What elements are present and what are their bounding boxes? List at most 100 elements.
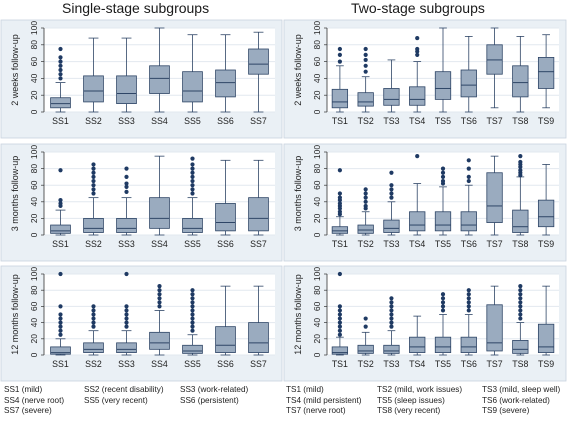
- x-tick-label: SS3: [118, 116, 135, 126]
- outlier-point: [518, 284, 523, 289]
- outlier-point: [58, 328, 63, 333]
- outlier-point: [440, 170, 446, 175]
- outlier-point: [518, 292, 523, 297]
- outlier-point: [91, 178, 96, 184]
- box-SS5: [182, 156, 203, 236]
- outlier-point: [124, 324, 129, 329]
- x-tick-label: SS7: [250, 239, 267, 249]
- x-tick-label: TS4: [409, 359, 425, 369]
- outlier-point: [58, 304, 63, 309]
- y-tick-label: 20: [29, 334, 39, 344]
- x-tick-label: TS5: [435, 116, 451, 126]
- box-iqr: [460, 336, 477, 353]
- outlier-point: [440, 296, 446, 301]
- box-SS5: [182, 34, 203, 113]
- box-iqr: [182, 217, 203, 233]
- x-tick-label: TS8: [512, 116, 528, 126]
- outlier-point: [389, 300, 394, 305]
- outlier-point: [337, 332, 342, 337]
- x-tick-label: TS8: [512, 359, 528, 369]
- panel-single-stage-3-months: 0 20 40 60 80 100 3 months follow-up SS1 SS2 SS3 S…: [0, 143, 283, 262]
- box-TS3: [383, 170, 400, 236]
- outlier-point: [415, 46, 420, 52]
- box-TS9: [537, 285, 555, 356]
- legend-entry-right: TS1 (mild): [286, 385, 324, 394]
- y-tick-label: 40: [312, 318, 322, 328]
- panel-single-stage-12-months: 0 20 40 60 80 100 12 months follow-up SS1 SS2 SS3…: [0, 265, 283, 382]
- legend-entry-left: SS4 (nerve root): [4, 395, 65, 405]
- box-SS7: [248, 285, 269, 356]
- box-iqr: [409, 211, 426, 232]
- x-tick-label: SS1: [52, 116, 69, 126]
- legend: SS1 (mild) SS2 (recent disability) SS3 (wo…: [0, 382, 567, 422]
- charts-svg: 0 20 40 60 80 100 2 weeks follow-up SS1 SS2 SS3 SS…: [0, 19, 567, 382]
- outlier-point: [363, 195, 368, 200]
- y-tick-label: 20: [29, 213, 39, 223]
- box-iqr: [116, 217, 137, 233]
- box-TS2: [357, 46, 374, 113]
- y-axis-label: 3 months follow-up: [10, 156, 20, 232]
- outlier-point: [363, 52, 368, 57]
- outlier-point: [58, 168, 63, 173]
- y-tick-label: 20: [29, 90, 39, 100]
- box-iqr: [331, 346, 349, 355]
- x-tick-label: SS1: [52, 359, 69, 369]
- legend-entry-right: TS2 (mild, work issues): [377, 385, 463, 394]
- outlier-point: [389, 191, 394, 196]
- outlier-point: [518, 168, 523, 173]
- y-tick-label: 100: [312, 21, 322, 35]
- outlier-point: [466, 300, 471, 305]
- outlier-point: [157, 284, 162, 289]
- outlier-point: [389, 324, 394, 329]
- legend-entry-right: TS5 (sleep issues): [377, 395, 445, 405]
- outlier-point: [337, 201, 342, 206]
- outlier-point: [91, 183, 96, 188]
- box-iqr: [357, 344, 374, 354]
- x-tick-label: TS5: [435, 359, 451, 369]
- box-SS7: [248, 159, 269, 236]
- outlier-point: [58, 63, 63, 68]
- outlier-point: [91, 166, 96, 171]
- box-TS5: [434, 292, 452, 356]
- legend-entry-right: TS3 (mild, sleep well): [482, 385, 561, 394]
- box-TS6: [460, 158, 477, 236]
- outlier-point: [415, 154, 420, 159]
- outlier-point: [91, 316, 96, 321]
- outlier-point: [440, 174, 446, 179]
- box-SS4: [149, 27, 170, 113]
- box-SS1: [50, 168, 71, 236]
- box-SS2: [83, 162, 104, 236]
- outlier-point: [518, 288, 523, 293]
- legend-entry-left: SS7 (severe): [4, 406, 52, 416]
- x-tick-label: TS3: [383, 116, 399, 126]
- outlier-point: [518, 159, 523, 165]
- y-tick-label: 100: [312, 145, 322, 159]
- legend-entry-left: SS6 (persistent): [180, 395, 239, 405]
- y-tick-label: 0: [312, 232, 322, 237]
- box-SS3: [116, 166, 137, 236]
- y-tick-label: 20: [312, 213, 322, 223]
- y-tick-label: 40: [29, 318, 39, 328]
- outlier-point: [190, 183, 195, 188]
- outlier-point: [389, 195, 394, 200]
- x-tick-label: TS4: [409, 239, 425, 249]
- y-tick-label: 20: [312, 334, 322, 344]
- box-TS8: [512, 154, 529, 236]
- x-tick-label: TS9: [538, 116, 554, 126]
- outlier-point: [389, 296, 394, 301]
- box-iqr: [331, 226, 349, 234]
- outlier-point: [389, 308, 394, 313]
- y-axis-label: 12 months follow-up: [293, 274, 303, 355]
- y-tick-label: 40: [312, 197, 322, 207]
- y-tick-label: 60: [312, 180, 322, 190]
- box-iqr: [182, 344, 203, 354]
- y-axis-label: 12 months follow-up: [10, 274, 20, 355]
- outlier-point: [389, 304, 394, 309]
- y-tick-label: 40: [29, 197, 39, 207]
- box-iqr: [409, 86, 426, 106]
- legend-entry-left: SS5 (very recent): [84, 395, 148, 405]
- box-SS6: [215, 34, 236, 113]
- legend-entry-right: TS7 (nerve root): [286, 406, 346, 416]
- outlier-point: [190, 191, 195, 196]
- outlier-point: [518, 300, 523, 305]
